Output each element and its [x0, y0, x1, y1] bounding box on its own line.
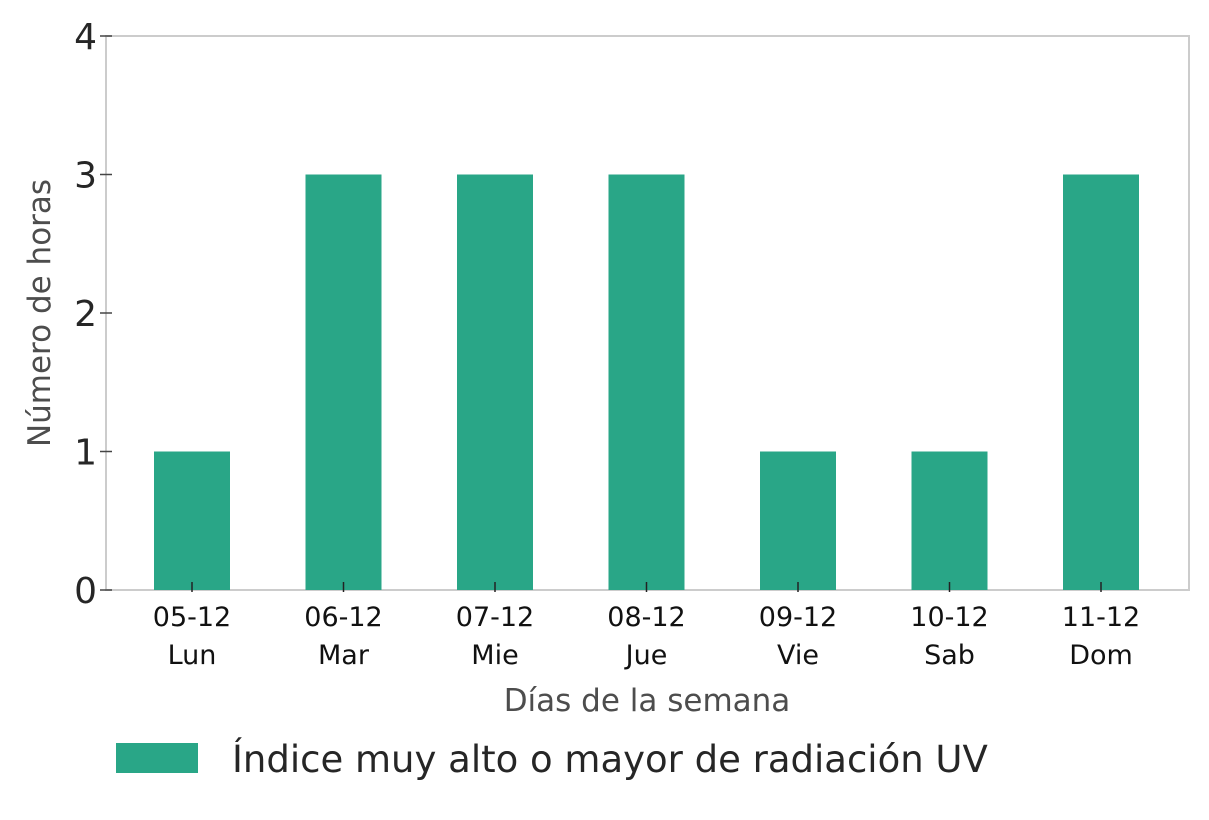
x-tick-label-day-Mar: Mar: [318, 640, 370, 671]
x-tick-label-day-Jue: Jue: [624, 640, 668, 671]
legend: Índice muy alto o mayor de radiación UV: [116, 737, 988, 781]
x-tick-label-day-Vie: Vie: [777, 640, 819, 671]
bar-07-12: [457, 174, 533, 590]
x-tick-label-day-Dom: Dom: [1069, 640, 1133, 671]
x-tick-label-date-11-12: 11-12: [1062, 602, 1140, 633]
x-tick-label-date-09-12: 09-12: [759, 602, 837, 633]
bar-10-12: [911, 451, 988, 590]
x-tick-label-date-10-12: 10-12: [910, 602, 988, 633]
legend-label: Índice muy alto o mayor de radiación UV: [232, 737, 988, 781]
bar-09-12: [760, 451, 836, 590]
x-tick-label-date-08-12: 08-12: [607, 602, 685, 633]
x-axis-ticks: 05-12 Lun 06-12 Mar 07-12 Mie 08-12 Jue 09-12 Vie…: [153, 582, 1140, 671]
y-tick-label-0: 0: [74, 571, 97, 612]
x-tick-label-date-06-12: 06-12: [304, 602, 382, 633]
y-tick-label-4: 4: [74, 17, 97, 58]
x-tick-label-day-Mie: Mie: [471, 640, 518, 671]
x-axis-label: Días de la semana: [504, 683, 791, 719]
bars-group: [154, 174, 1139, 590]
y-tick-label-1: 1: [74, 433, 97, 474]
x-tick-label-date-05-12: 05-12: [153, 602, 231, 633]
legend-swatch: [116, 743, 198, 773]
bar-08-12: [608, 174, 685, 590]
y-axis-ticks: 0 1 2 3 4: [74, 17, 112, 612]
bar-05-12: [154, 451, 230, 590]
bar-11-12: [1063, 174, 1139, 590]
x-tick-label-day-Lun: Lun: [168, 640, 217, 671]
bar-06-12: [305, 174, 382, 590]
y-axis-label: Número de horas: [22, 179, 58, 447]
x-tick-label-date-07-12: 07-12: [456, 602, 534, 633]
y-tick-label-3: 3: [74, 156, 97, 197]
x-tick-label-day-Sab: Sab: [924, 640, 975, 671]
y-tick-label-2: 2: [74, 294, 97, 335]
